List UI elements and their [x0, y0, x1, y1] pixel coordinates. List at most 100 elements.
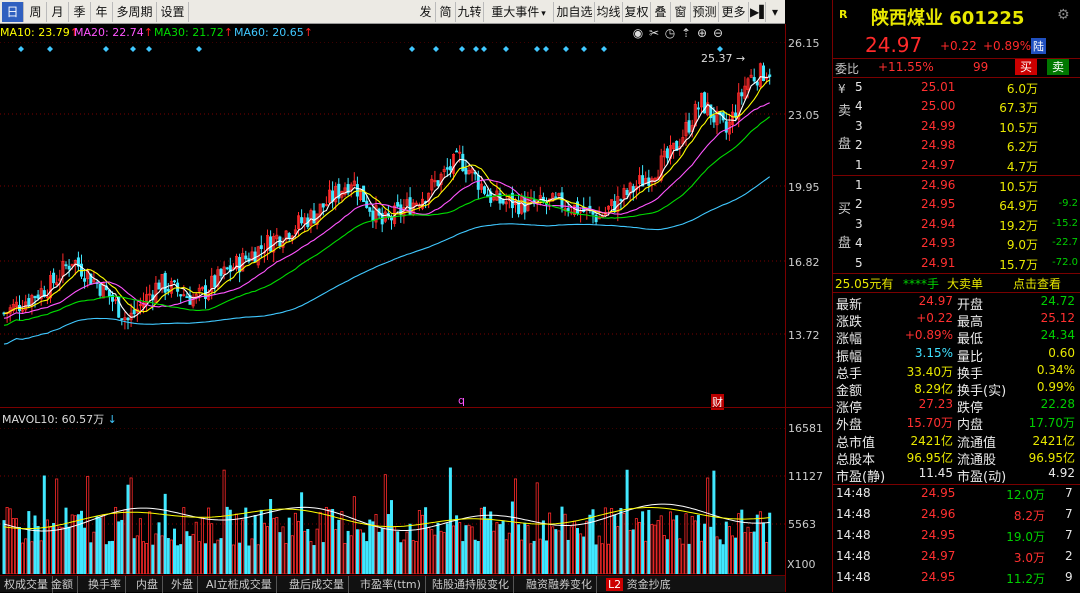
event-diamond-icon[interactable]: [18, 46, 24, 52]
order-price[interactable]: 24.97: [921, 157, 956, 172]
order-price[interactable]: 24.91: [921, 255, 956, 270]
event-diamond-icon[interactable]: [473, 46, 479, 52]
buy-button[interactable]: 买: [1015, 59, 1037, 75]
tab-bottom-fishing[interactable]: L2 资金抄底: [606, 578, 671, 591]
ma-line: [3, 79, 770, 315]
tab-inner[interactable]: 内盘: [132, 576, 163, 593]
event-diamond-icon[interactable]: [601, 46, 607, 52]
window-button[interactable]: 窗: [671, 2, 691, 22]
period-year-tab[interactable]: 年: [91, 2, 113, 22]
volume-bar: [169, 539, 173, 574]
tool-jian-button[interactable]: 简: [436, 2, 456, 22]
ma-lines-button[interactable]: 均线: [595, 2, 623, 22]
period-week-tab[interactable]: 周: [25, 2, 47, 22]
order-price[interactable]: 25.00: [921, 99, 956, 114]
volume-bar: [510, 501, 514, 574]
volume-bar: [644, 540, 648, 574]
zoom-out-icon[interactable]: ⊖: [712, 26, 724, 40]
candle-body: [458, 151, 462, 154]
volume-bar: [200, 517, 204, 574]
order-price[interactable]: 24.94: [921, 216, 956, 231]
event-diamond-icon[interactable]: [459, 46, 465, 52]
order-price[interactable]: 24.96: [921, 178, 956, 192]
event-marker-q[interactable]: q: [458, 394, 465, 407]
volume-chart[interactable]: [0, 428, 785, 574]
event-diamond-icon[interactable]: [481, 46, 487, 52]
volume-bar: [594, 544, 598, 574]
tab-pe-ttm[interactable]: 市盈率(ttm): [356, 576, 426, 593]
period-quarter-tab[interactable]: 季: [69, 2, 91, 22]
tab-volume[interactable]: 权成交量: [0, 576, 53, 593]
tab-turnover[interactable]: 换手率: [84, 576, 126, 593]
event-diamond-icon[interactable]: [47, 46, 53, 52]
event-diamond-icon[interactable]: [503, 46, 509, 52]
volume-bar: [303, 530, 307, 574]
up-arrow-icon[interactable]: ⇡: [680, 26, 692, 40]
candle-body: [445, 167, 449, 170]
event-marker-earnings[interactable]: 财: [711, 394, 724, 410]
settings-gear-icon[interactable]: ⚙: [1057, 7, 1070, 23]
volume-bar: [405, 531, 409, 574]
volume-bar: [52, 522, 56, 574]
candle-body: [300, 217, 304, 224]
volume-bar: [610, 508, 614, 574]
settings-tab[interactable]: 设置: [157, 2, 189, 22]
candle-body: [607, 205, 611, 210]
event-diamond-icon[interactable]: [543, 46, 549, 52]
big-order-view-link[interactable]: 点击查看: [1013, 277, 1062, 291]
clock-icon[interactable]: ◷: [664, 26, 676, 40]
tab-northbound[interactable]: 陆股通持股变化: [428, 576, 514, 593]
event-diamond-icon[interactable]: [103, 46, 109, 52]
event-diamond-icon[interactable]: [717, 46, 723, 52]
adjust-button[interactable]: 复权: [623, 2, 651, 22]
order-price[interactable]: 24.98: [921, 138, 956, 153]
overlay-button[interactable]: 叠: [651, 2, 671, 22]
event-diamond-icon[interactable]: [409, 46, 415, 52]
scissors-icon[interactable]: ✂: [648, 26, 660, 40]
order-price[interactable]: 24.93: [921, 236, 956, 251]
event-diamond-icon[interactable]: [563, 46, 569, 52]
volume-bar: [414, 541, 418, 574]
period-day-tab[interactable]: 日: [2, 2, 24, 22]
forecast-button[interactable]: 预测: [691, 2, 719, 22]
tab-ai-volume[interactable]: AI立桩成交量: [202, 576, 277, 593]
more-button[interactable]: 更多: [719, 2, 749, 22]
volume-bar: [659, 515, 663, 574]
volume-bar: [579, 533, 583, 574]
eye-icon[interactable]: ◉: [632, 26, 644, 40]
volume-bar: [151, 544, 155, 574]
zoom-in-icon[interactable]: ⊕: [696, 26, 708, 40]
volume-bar: [157, 522, 161, 574]
major-events-dropdown[interactable]: 重大事件: [484, 2, 554, 22]
tab-amount[interactable]: 金额: [47, 576, 78, 593]
tab-after-hours[interactable]: 盘后成交量: [285, 576, 349, 593]
tab-margin[interactable]: 融资融券变化: [522, 576, 597, 593]
add-watchlist-button[interactable]: 加自选: [555, 2, 595, 22]
order-price[interactable]: 24.95: [921, 197, 956, 212]
event-diamond-icon[interactable]: [433, 46, 439, 52]
tick-price: 24.95: [921, 570, 956, 584]
tool-fa-button[interactable]: 发: [416, 2, 436, 22]
volume-bar: [548, 512, 552, 574]
order-price[interactable]: 25.01: [921, 80, 956, 94]
multi-period-tab[interactable]: 多周期: [113, 2, 157, 22]
chevron-down-icon[interactable]: ▾: [771, 5, 779, 19]
volume-bar: [234, 513, 238, 574]
tab-outer[interactable]: 外盘: [167, 576, 198, 593]
period-month-tab[interactable]: 月: [47, 2, 69, 22]
order-price[interactable]: 24.99: [921, 118, 956, 133]
stat-value: +0.89%: [904, 328, 953, 343]
volume-bar: [700, 540, 704, 574]
candlestick-chart[interactable]: [0, 42, 785, 408]
event-diamond-icon[interactable]: [130, 46, 136, 52]
event-diamond-icon[interactable]: [534, 46, 540, 52]
play-icon[interactable]: ▶▌: [750, 2, 768, 22]
event-diamond-icon[interactable]: [581, 46, 587, 52]
sell-button[interactable]: 卖: [1047, 59, 1069, 75]
event-diamond-icon[interactable]: [146, 46, 152, 52]
tool-jiuzhuan-button[interactable]: 九转: [456, 2, 484, 22]
candle-body: [238, 256, 242, 273]
event-diamond-icon[interactable]: [196, 46, 202, 52]
volume-bar: [399, 542, 403, 574]
volume-bar: [365, 541, 369, 574]
